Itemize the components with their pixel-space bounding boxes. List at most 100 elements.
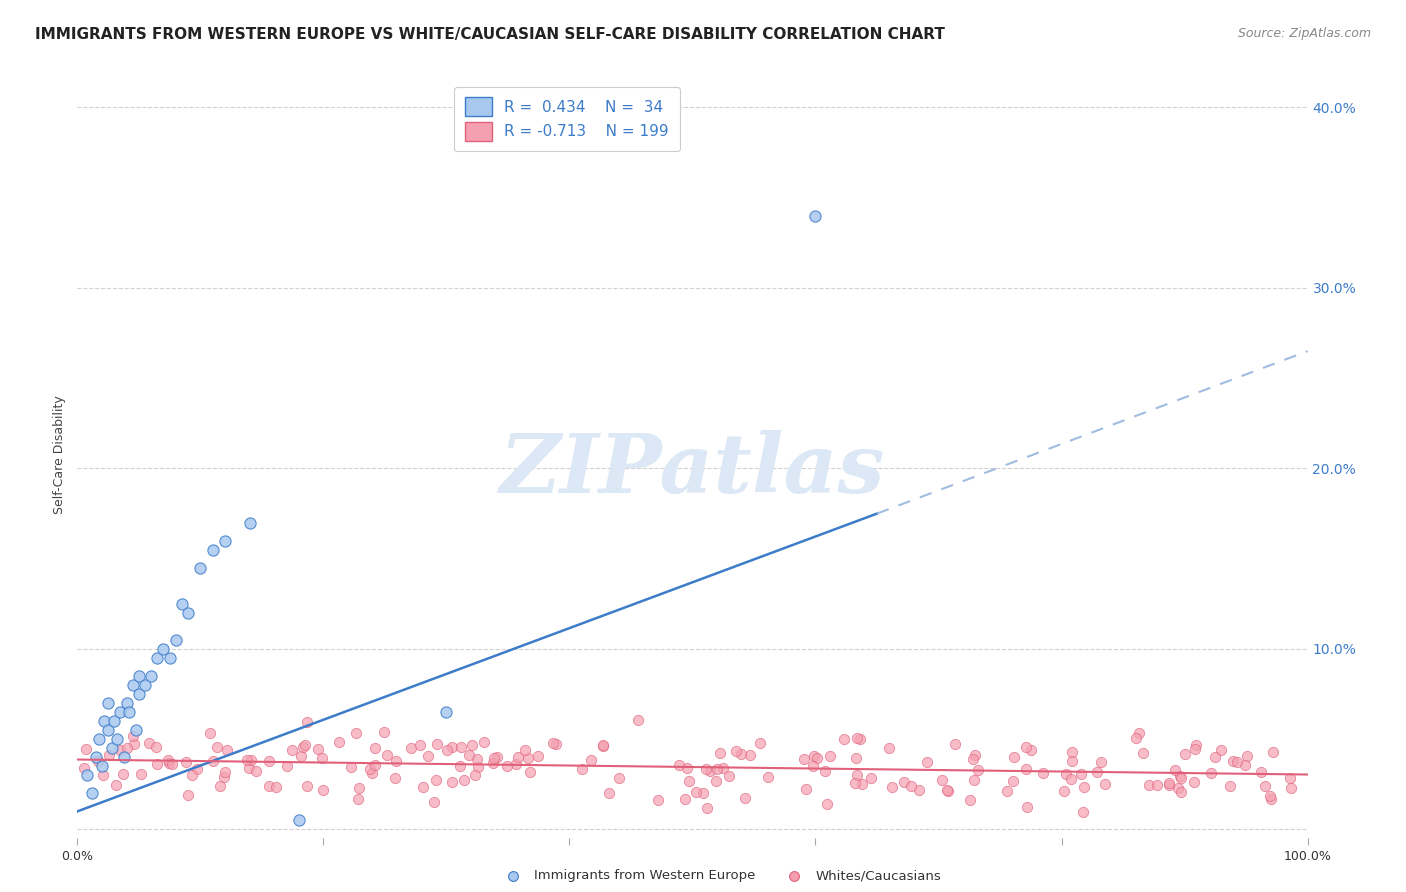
Point [177,788,200,802]
Point [1168,769,1191,783]
Point [91,768,114,782]
Point [295,714,318,729]
Point [1219,779,1241,793]
Point [436,705,458,719]
Point [844,776,866,790]
Point [966,763,988,777]
Point [794,781,817,796]
Point [502,869,524,883]
Point [152,642,174,657]
Point [544,737,567,751]
Point [832,731,855,746]
Point [849,732,872,747]
Point [1250,764,1272,779]
Point [90,759,114,773]
Point [245,764,267,778]
Point [1222,755,1244,769]
Point [1261,745,1284,759]
Point [756,770,779,784]
Point [464,768,486,782]
Point [112,750,135,764]
Point [201,754,224,768]
Point [1204,749,1226,764]
Point [1002,773,1025,788]
Y-axis label: Self-Care Disability: Self-Care Disability [52,395,66,515]
Point [1167,780,1189,795]
Point [695,762,717,776]
Point [1260,791,1282,805]
Point [75,741,97,756]
Point [467,752,489,766]
Point [186,762,208,776]
Point [513,743,536,757]
Point [1170,771,1192,785]
Point [725,744,748,758]
Point [711,761,734,775]
Point [607,771,630,785]
Point [124,737,146,751]
Point [598,786,620,800]
Point [312,782,335,797]
Point [730,747,752,761]
Point [668,758,690,772]
Point [373,724,395,739]
Point [1071,805,1094,820]
Point [1132,746,1154,760]
Point [845,731,868,745]
Point [1146,778,1168,792]
Point [1233,757,1256,772]
Point [347,781,370,796]
Point [174,755,197,769]
Point [519,765,541,780]
Point [517,751,540,765]
Text: Immigrants from Western Europe: Immigrants from Western Europe [534,870,755,882]
Point [111,767,134,781]
Point [108,743,131,757]
Point [214,764,236,779]
Point [105,732,128,747]
Point [860,771,883,785]
Point [288,814,311,828]
Point [845,767,868,781]
Point [1073,780,1095,794]
Point [103,714,125,728]
Point [441,740,464,755]
Point [1002,750,1025,764]
Point [936,782,959,797]
Point [450,740,472,755]
Point [461,738,484,752]
Point [1157,778,1180,792]
Point [145,740,167,755]
Point [146,757,169,772]
Point [1032,766,1054,780]
Point [678,774,700,789]
Point [290,749,312,764]
Point [1015,762,1038,776]
Point [264,780,287,795]
Point [943,737,966,751]
Point [1170,785,1192,799]
Point [801,759,824,773]
Point [295,779,318,793]
Point [122,729,145,743]
Point [201,542,224,557]
Point [416,749,439,764]
Point [425,772,447,787]
Point [89,732,111,747]
Point [1015,739,1038,754]
Point [97,747,120,762]
Point [579,754,602,768]
Point [995,784,1018,798]
Point [1053,784,1076,798]
Point [1139,778,1161,792]
Point [467,759,489,773]
Point [339,760,361,774]
Point [1054,767,1077,781]
Point [931,772,953,787]
Point [734,790,756,805]
Point [685,785,707,799]
Point [1019,743,1042,757]
Point [804,209,827,223]
Point [121,678,143,692]
Point [276,759,298,773]
